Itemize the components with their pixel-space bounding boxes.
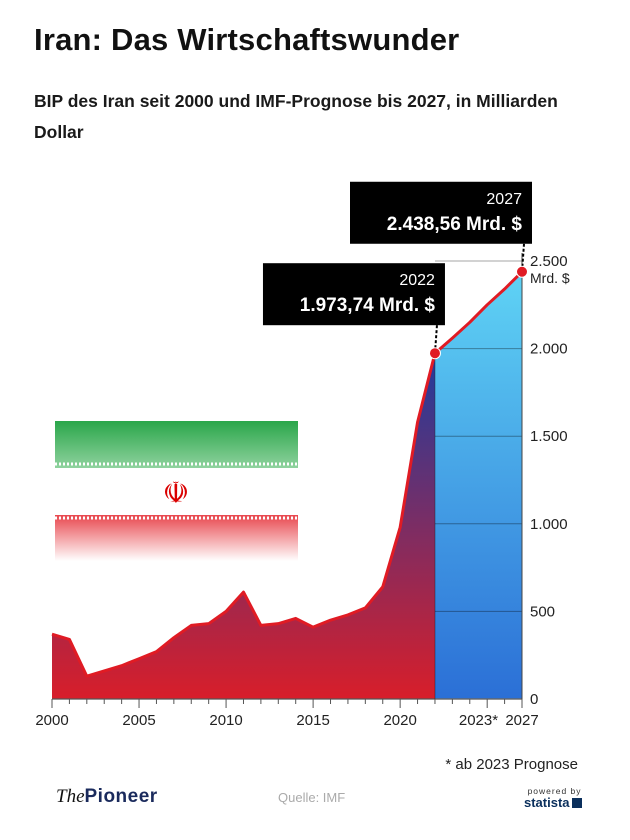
y-tick-label: 1.000 <box>530 516 568 533</box>
flag-green-stripe <box>55 421 298 468</box>
x-tick-label: 2010 <box>209 712 242 729</box>
x-tick-label: 2020 <box>383 712 416 729</box>
chart-subtitle: BIP des Iran seit 2000 und IMF-Prognose … <box>34 91 558 142</box>
callout-year: 2027 <box>486 191 522 208</box>
callout-point <box>428 347 441 360</box>
flag-emblem-icon: ☫ <box>163 476 190 511</box>
statista-name: statista <box>524 795 570 810</box>
callout-box <box>262 263 445 326</box>
y-tick-label: 0 <box>530 691 538 708</box>
iran-flag: ☫ <box>55 421 298 561</box>
thepioneer-logo: ThePioneer <box>56 786 158 808</box>
forecast-footnote: * ab 2023 Prognose <box>445 756 578 773</box>
y-unit-label: Mrd. $ <box>530 270 570 286</box>
gdp-line <box>51 270 524 678</box>
area-historical <box>52 353 435 699</box>
callout-box <box>350 181 532 244</box>
area-forecast <box>434 271 522 699</box>
flag-white-stripe <box>55 468 298 515</box>
x-tick-label: 2005 <box>122 712 155 729</box>
y-tick-label: 1.500 <box>530 428 568 445</box>
statista-logo: powered by statista <box>524 786 582 810</box>
callout-point <box>516 265 528 278</box>
statista-mark-icon <box>571 797 582 808</box>
flag-red-stripe <box>55 515 298 561</box>
statista-powered: powered by <box>527 786 582 796</box>
y-tick-label: 2.000 <box>530 341 568 358</box>
y-tick-label: 500 <box>530 603 555 620</box>
x-tick-label: 2027 <box>505 712 538 729</box>
brand-name: Pioneer <box>84 786 158 807</box>
chart-title: Iran: Das Wirtschaftswunder <box>34 22 460 57</box>
source-label: Quelle: IMF <box>278 790 346 805</box>
brand-prefix: The <box>56 786 85 807</box>
y-tick-label: 2.500 <box>530 253 568 270</box>
callout-value: 1.973,74 Mrd. $ <box>300 295 436 316</box>
x-tick-label: 2015 <box>296 712 329 729</box>
callout-year: 2022 <box>399 272 435 289</box>
x-tick-label: 2023* <box>459 712 498 729</box>
callout-value: 2.438,56 Mrd. $ <box>387 214 523 235</box>
x-tick-label: 2000 <box>35 712 68 729</box>
